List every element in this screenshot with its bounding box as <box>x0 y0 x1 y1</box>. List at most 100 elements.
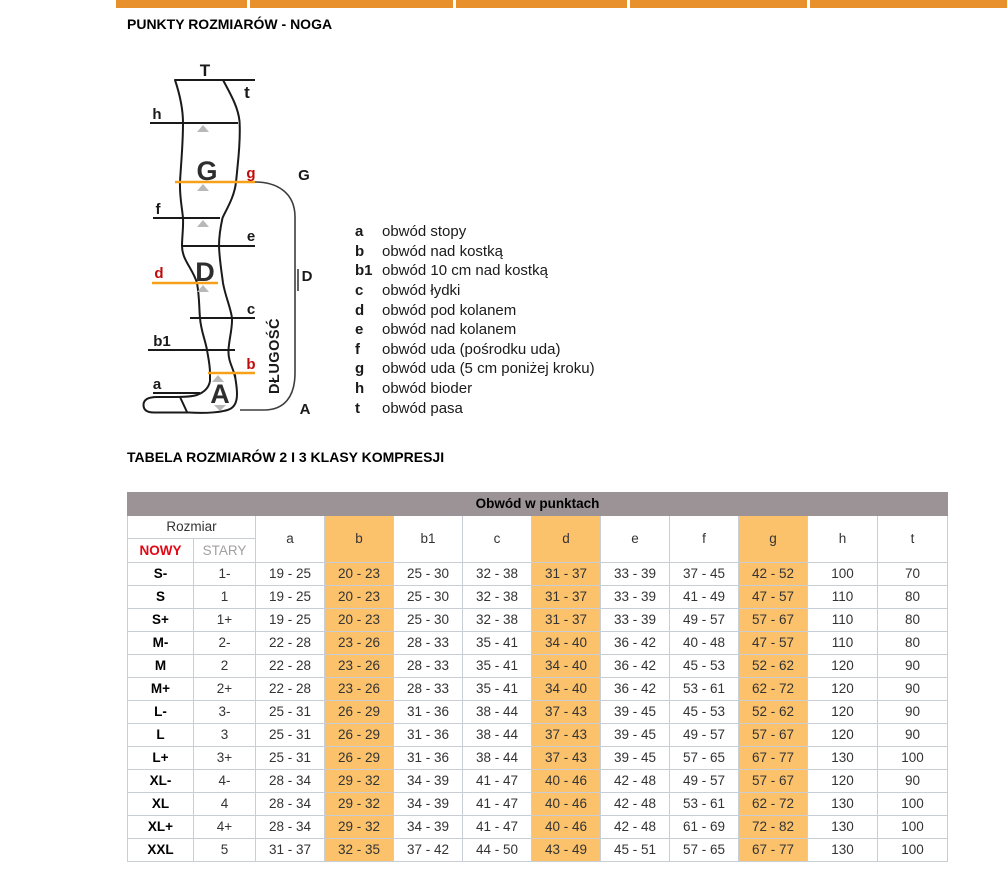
cell-g: 42 - 52 <box>738 562 808 586</box>
cell-d: 40 - 46 <box>531 792 601 816</box>
cell-b: 20 - 23 <box>324 608 394 632</box>
cell-h: 120 <box>807 677 878 701</box>
cell-b1: 31 - 36 <box>393 746 463 770</box>
cell-b1: 31 - 36 <box>393 723 463 747</box>
cell-a: 31 - 37 <box>255 838 325 862</box>
legend-text: obwód pasa <box>382 399 463 417</box>
table-row: XL+ 4+ 28 - 34 29 - 32 34 - 39 41 - 47 40 - 46… <box>127 815 948 839</box>
cell-h: 100 <box>807 562 878 586</box>
cell-f: 45 - 53 <box>669 700 739 724</box>
cell-old-size: 2 <box>193 654 256 678</box>
cell-old-size: 4- <box>193 769 256 793</box>
cell-e: 33 - 39 <box>600 562 670 586</box>
cell-e: 39 - 45 <box>600 723 670 747</box>
diagram-labels: T t h f e c b1 a g d b G D A G D A DŁUGO… <box>152 61 312 418</box>
cell-g: 72 - 82 <box>738 815 808 839</box>
legend-item: h obwód bioder <box>355 379 595 399</box>
legend-item: e obwód nad kolanem <box>355 320 595 340</box>
tab-underline-5[interactable] <box>810 0 1007 8</box>
cell-c: 38 - 44 <box>462 700 532 724</box>
table-row: XXL 5 31 - 37 32 - 35 37 - 42 44 - 50 43 - 49 4… <box>127 838 948 862</box>
label-big-G: G <box>196 156 217 186</box>
cell-d: 43 - 49 <box>531 838 601 862</box>
cell-g: 52 - 62 <box>738 654 808 678</box>
cell-old-size: 1+ <box>193 608 256 632</box>
cell-b: 20 - 23 <box>324 585 394 609</box>
cell-c: 41 - 47 <box>462 792 532 816</box>
page-title: PUNKTY ROZMIARÓW - NOGA <box>127 16 333 32</box>
cell-b1: 25 - 30 <box>393 608 463 632</box>
label-f: f <box>156 201 162 218</box>
table-row: L- 3- 25 - 31 26 - 29 31 - 36 38 - 44 37 - 43 3… <box>127 700 948 724</box>
size-table: Obwód w punktach Rozmiar a b b1 c d e f g h t NOW… <box>127 492 948 862</box>
label-bracket-A: A <box>300 401 311 418</box>
cell-t: 100 <box>877 815 948 839</box>
cell-d: 31 - 37 <box>531 562 601 586</box>
cell-g: 62 - 72 <box>738 677 808 701</box>
table-row: L 3 25 - 31 26 - 29 31 - 36 38 - 44 37 - 43 39 … <box>127 723 948 747</box>
cell-old-size: 3- <box>193 700 256 724</box>
cell-d: 37 - 43 <box>531 746 601 770</box>
column-header-t: t <box>877 515 948 563</box>
cell-t: 90 <box>877 700 948 724</box>
column-header-a: a <box>255 515 325 563</box>
cell-old-size: 4 <box>193 792 256 816</box>
tab-underline-3[interactable] <box>456 0 627 8</box>
cell-c: 35 - 41 <box>462 654 532 678</box>
cell-t: 90 <box>877 654 948 678</box>
cell-new-size: M+ <box>127 677 194 701</box>
legend-text: obwód bioder <box>382 380 473 398</box>
table-subheader-row: NOWY STARY <box>127 538 948 563</box>
tab-underline-2[interactable] <box>250 0 453 8</box>
cell-d: 34 - 40 <box>531 631 601 655</box>
cell-d: 31 - 37 <box>531 585 601 609</box>
cell-d: 40 - 46 <box>531 815 601 839</box>
cell-g: 67 - 77 <box>738 838 808 862</box>
column-header-f: f <box>669 515 739 563</box>
tab-underline-4[interactable] <box>630 0 807 8</box>
cell-d: 34 - 40 <box>531 677 601 701</box>
toe-seam-line <box>179 396 188 413</box>
tab-underline-1[interactable] <box>116 0 247 8</box>
legend-key: t <box>355 399 360 417</box>
cell-g: 47 - 57 <box>738 631 808 655</box>
label-e: e <box>247 228 255 245</box>
legend-text: obwód pod kolanem <box>382 301 517 319</box>
cell-b: 23 - 26 <box>324 654 394 678</box>
cell-g: 57 - 67 <box>738 608 808 632</box>
table-row: S+ 1+ 19 - 25 20 - 23 25 - 30 32 - 38 31 - 37 3… <box>127 608 948 632</box>
cell-f: 45 - 53 <box>669 654 739 678</box>
label-b1: b1 <box>153 333 171 350</box>
cell-g: 67 - 77 <box>738 746 808 770</box>
cell-h: 110 <box>807 608 878 632</box>
label-c: c <box>247 301 255 318</box>
cell-b: 29 - 32 <box>324 769 394 793</box>
table-row: M+ 2+ 22 - 28 23 - 26 28 - 33 35 - 41 34 - 40 3… <box>127 677 948 701</box>
cell-old-size: 4+ <box>193 815 256 839</box>
cell-a: 25 - 31 <box>255 723 325 747</box>
legend-text: obwód uda (pośrodku uda) <box>382 340 561 358</box>
measurement-lines <box>148 79 255 394</box>
cell-d: 34 - 40 <box>531 654 601 678</box>
legend-key: h <box>355 380 365 398</box>
cell-c: 38 - 44 <box>462 723 532 747</box>
cell-f: 40 - 48 <box>669 631 739 655</box>
marker-triangles <box>197 125 226 411</box>
table-row: M- 2- 22 - 28 23 - 26 28 - 33 35 - 41 34 - 40 3… <box>127 631 948 655</box>
label-big-D: D <box>195 257 215 287</box>
cell-e: 36 - 42 <box>600 654 670 678</box>
legend-key: e <box>355 321 364 339</box>
cell-f: 61 - 69 <box>669 815 739 839</box>
cell-h: 120 <box>807 723 878 747</box>
column-header-d: d <box>531 515 601 563</box>
label-length: DŁUGOŚĆ <box>265 318 283 394</box>
cell-h: 130 <box>807 792 878 816</box>
cell-c: 32 - 38 <box>462 585 532 609</box>
cell-a: 25 - 31 <box>255 746 325 770</box>
cell-a: 19 - 25 <box>255 562 325 586</box>
legend-key: g <box>355 360 365 378</box>
cell-t: 70 <box>877 562 948 586</box>
table-row: M 2 22 - 28 23 - 26 28 - 33 35 - 41 34 - 40 36 … <box>127 654 948 678</box>
cell-new-size: XL+ <box>127 815 194 839</box>
cell-h: 120 <box>807 654 878 678</box>
